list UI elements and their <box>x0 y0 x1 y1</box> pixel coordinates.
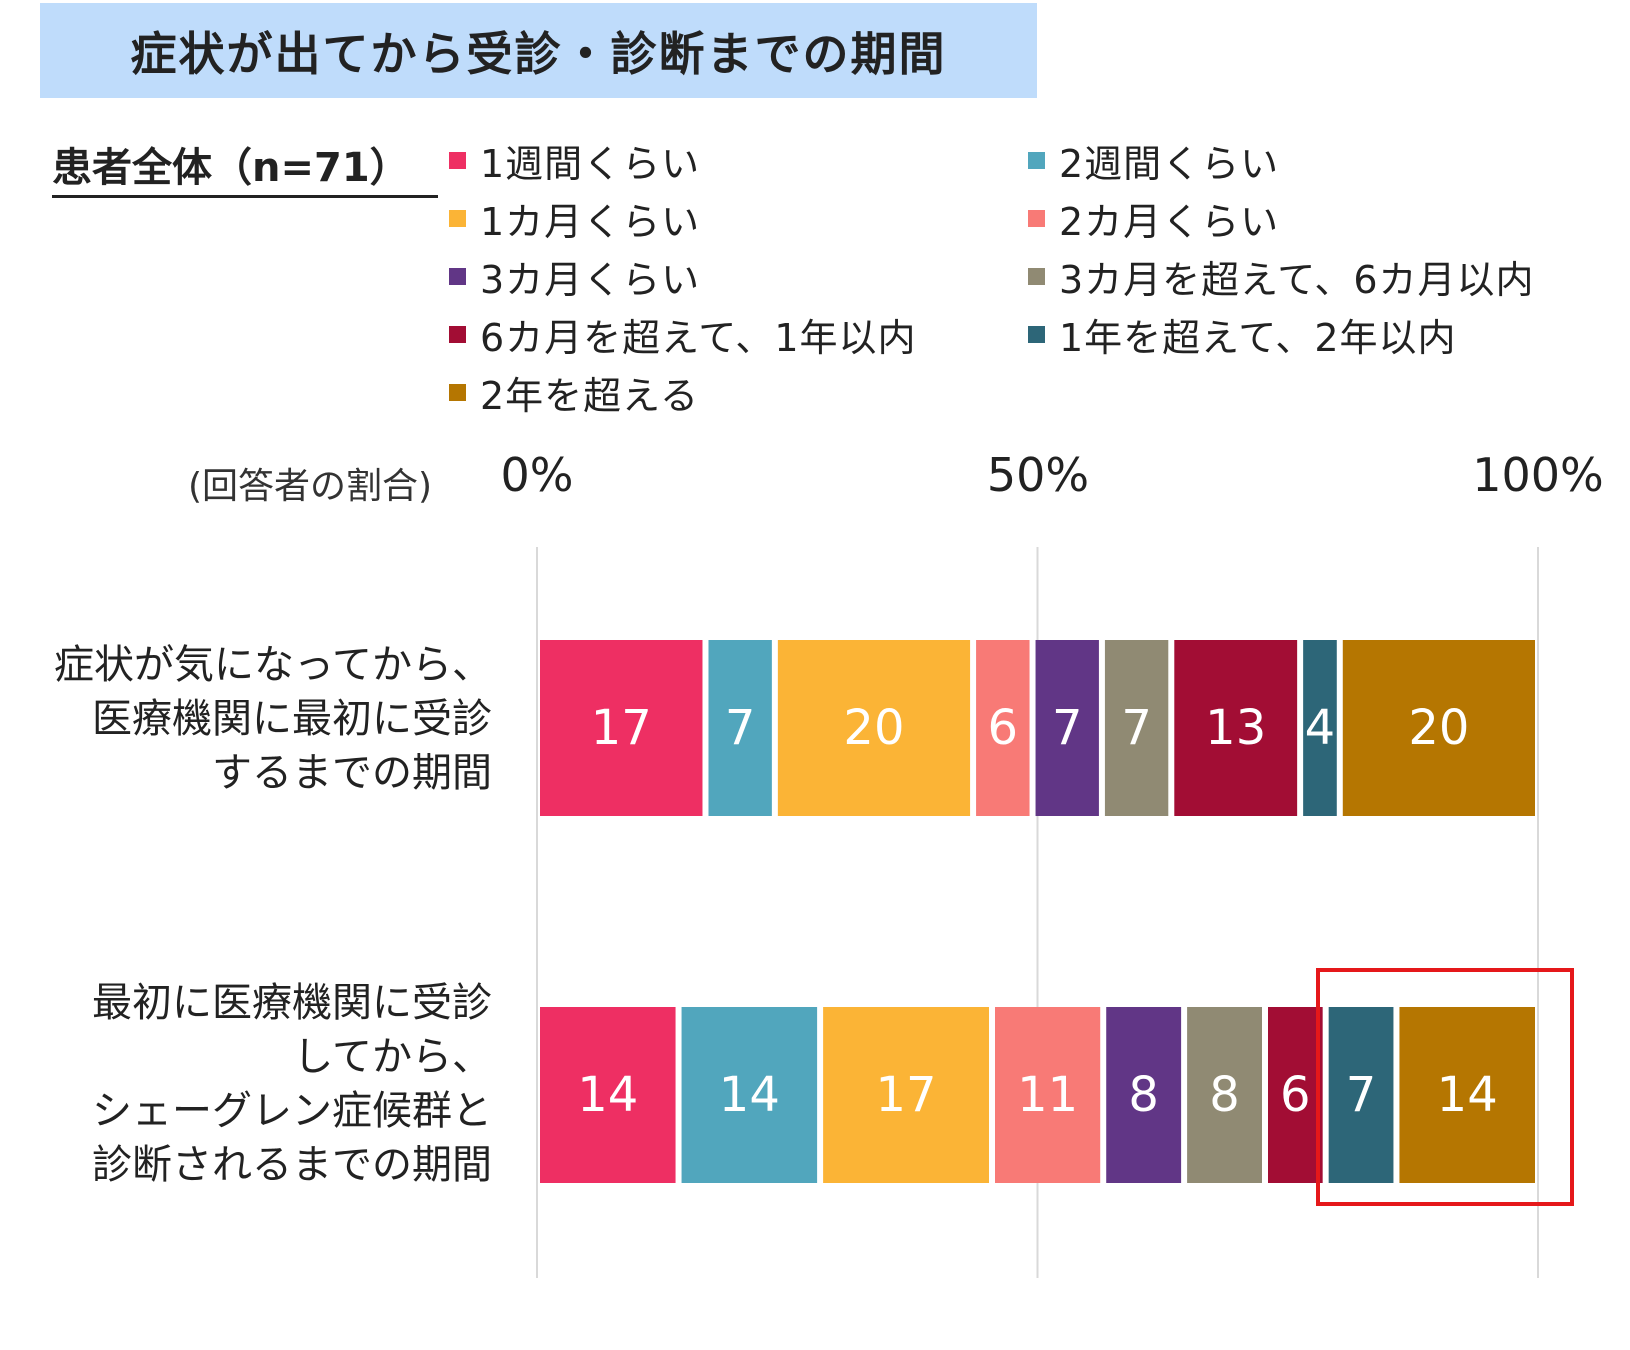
legend-label: 1年を超えて、2年以内 <box>1059 315 1457 360</box>
data-label: 8 <box>1209 1067 1240 1123</box>
data-label: 11 <box>1017 1067 1078 1123</box>
legend-item: 2カ月くらい <box>1028 193 1280 244</box>
category-label-line: シェーグレン症候群と <box>92 1088 492 1134</box>
legend-swatch <box>449 325 466 343</box>
legend-item: 2年を超える <box>449 367 700 418</box>
data-label: 14 <box>577 1067 638 1123</box>
bar-segment <box>540 640 703 816</box>
legend-swatch <box>1028 267 1045 285</box>
category-label-line: 診断されるまでの期間 <box>92 1142 492 1188</box>
bar-segment <box>1174 640 1298 816</box>
data-label: 14 <box>1437 1067 1498 1123</box>
legend-item: 1カ月くらい <box>449 193 701 244</box>
bar-segment <box>1328 1007 1394 1183</box>
bar-segment <box>823 1007 989 1183</box>
data-label: 14 <box>719 1067 780 1123</box>
legend-label: 3カ月を超えて、6カ月以内 <box>1059 257 1535 302</box>
legend-label: 1カ月くらい <box>480 199 701 244</box>
category-label-line: するまでの期間 <box>212 750 492 796</box>
data-label: 4 <box>1305 700 1336 756</box>
bar-segment <box>976 640 1030 816</box>
bar-segment <box>1106 1007 1182 1183</box>
bar-segment <box>1104 640 1169 816</box>
bar-segment <box>995 1007 1101 1183</box>
legend-label: 2週間くらい <box>1059 141 1280 186</box>
legend-swatch <box>449 267 466 285</box>
category-label-line: してから、 <box>293 1034 492 1080</box>
data-label: 7 <box>1052 700 1083 756</box>
x-tick-label: 0% <box>500 448 574 502</box>
category-label: 最初に医療機関に受診 してから、 シェーグレン症候群と 診断されるまでの期間 <box>92 976 492 1192</box>
bar-segment <box>1342 640 1535 816</box>
x-tick-label: 50% <box>986 448 1090 502</box>
data-label: 20 <box>1408 700 1469 756</box>
legend-swatch <box>1028 209 1045 227</box>
highlight-box <box>1316 968 1574 1206</box>
x-axis-label: (回答者の割合) <box>188 466 433 507</box>
legend-label: 1週間くらい <box>480 141 701 186</box>
subset-label: 患者全体（n=71） <box>52 135 438 198</box>
legend-item: 6カ月を超えて、1年以内 <box>449 309 917 360</box>
data-label: 7 <box>1121 700 1152 756</box>
bar-segment <box>1268 1007 1323 1183</box>
category-label-line: 最初に医療機関に受診 <box>92 980 492 1026</box>
data-label: 7 <box>1346 1067 1377 1123</box>
bar-segment <box>777 640 971 816</box>
bar-segment <box>1399 1007 1535 1183</box>
x-tick-label: 100% <box>1472 448 1604 502</box>
bar-segment <box>1303 640 1337 816</box>
data-label: 13 <box>1205 700 1266 756</box>
bar-segment <box>708 640 772 816</box>
bar-segment <box>681 1007 818 1183</box>
data-label: 17 <box>876 1067 937 1123</box>
legend-swatch <box>1028 151 1045 169</box>
category-label: 症状が気になってから、 医療機関に最初に受診 するまでの期間 <box>54 638 492 800</box>
bar-segment <box>1187 1007 1262 1183</box>
data-label: 20 <box>843 700 904 756</box>
legend-item: 1週間くらい <box>449 135 701 186</box>
chart-title: 症状が出てから受診・診断までの期間 <box>40 3 1037 98</box>
legend-swatch <box>1028 325 1045 343</box>
legend-item: 3カ月くらい <box>449 251 701 302</box>
legend-label: 6カ月を超えて、1年以内 <box>480 315 917 360</box>
legend-label: 2カ月くらい <box>1059 199 1280 244</box>
legend-swatch <box>449 383 466 401</box>
data-label: 6 <box>1280 1067 1311 1123</box>
legend-label: 3カ月くらい <box>480 257 701 302</box>
category-label-line: 医療機関に最初に受診 <box>92 696 492 742</box>
legend-label: 2年を超える <box>480 373 700 418</box>
legend-item: 1年を超えて、2年以内 <box>1028 309 1457 360</box>
data-label: 17 <box>591 700 652 756</box>
legend-swatch <box>449 151 466 169</box>
bar-segment <box>540 1007 676 1183</box>
data-label: 7 <box>725 700 756 756</box>
legend-swatch <box>449 209 466 227</box>
data-label: 8 <box>1128 1067 1159 1123</box>
bar-segment <box>1035 640 1099 816</box>
legend-item: 3カ月を超えて、6カ月以内 <box>1028 251 1535 302</box>
data-label: 6 <box>988 700 1019 756</box>
legend-item: 2週間くらい <box>1028 135 1280 186</box>
category-label-line: 症状が気になってから、 <box>54 642 492 688</box>
